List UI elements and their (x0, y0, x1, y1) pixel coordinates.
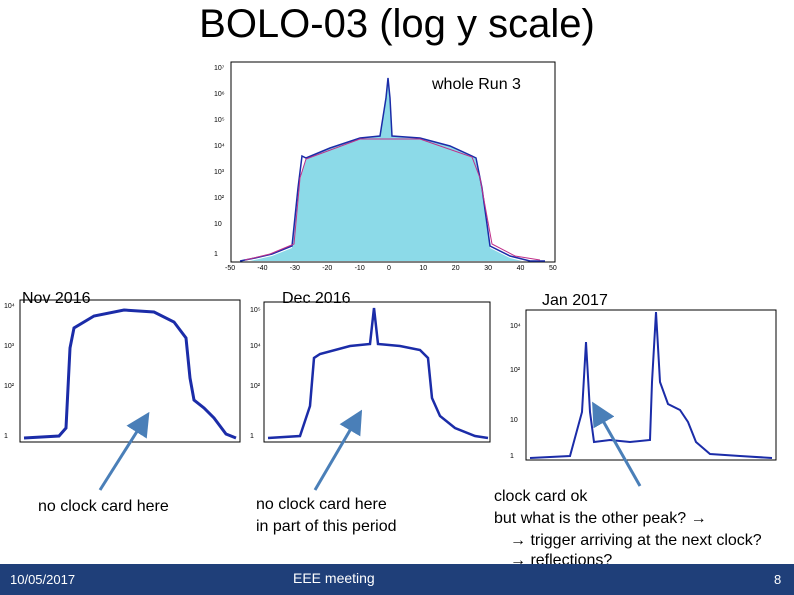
jan-arrow (592, 401, 642, 487)
run3-line (239, 77, 545, 262)
svg-text:10⁴: 10⁴ (4, 303, 15, 310)
run3-fit (244, 138, 541, 261)
run3-x-tick: 20 (452, 265, 460, 272)
plot-run3: 10⁷ 10⁶ 10⁵ 10⁴ 10³ 10² 10 1 -50 -40 -30 -2… (210, 58, 560, 278)
dec-label: Dec 2016 (282, 290, 351, 307)
svg-text:10³: 10³ (4, 343, 15, 350)
svg-text:1: 1 (4, 433, 8, 440)
dec-note-line1: no clock card here (256, 496, 387, 513)
run3-histogram: 10⁷ 10⁶ 10⁵ 10⁴ 10³ 10² 10 1 -50 -40 -30 -2… (214, 61, 557, 272)
svg-text:1: 1 (250, 433, 254, 440)
svg-text:10: 10 (510, 417, 518, 424)
run3-x-tick: -50 (225, 265, 235, 272)
run3-x-tick: 0 (387, 265, 391, 272)
dec-arrow (313, 409, 363, 491)
nov-label: Nov 2016 (22, 290, 91, 307)
svg-text:10⁴: 10⁴ (214, 143, 225, 150)
nov-note: no clock card here (38, 498, 169, 515)
svg-text:10⁷: 10⁷ (214, 65, 225, 72)
footer-date: 10/05/2017 (10, 572, 76, 587)
run3-x-tick: -20 (322, 265, 332, 272)
svg-text:10²: 10² (250, 383, 261, 390)
slide-title: BOLO-03 (log y scale) (199, 2, 595, 46)
run3-y-ticks: 10⁷ 10⁶ 10⁵ 10⁴ 10³ 10² 10 1 (214, 65, 225, 258)
jan-note-line1: clock card ok (494, 488, 588, 505)
svg-text:10⁴: 10⁴ (250, 343, 261, 350)
svg-text:10²: 10² (214, 195, 225, 202)
jan-note-line3: → trigger arriving at the next clock? (510, 532, 762, 549)
svg-text:1: 1 (510, 453, 514, 460)
dec-histogram: 10⁵ 10⁴ 10² 1 (250, 301, 491, 443)
plot-dec-2016: 10⁵ 10⁴ 10² 1 Dec 2016 (250, 288, 495, 458)
run3-fill (250, 78, 522, 261)
footer-bar (0, 564, 794, 595)
run3-x-tick: -30 (290, 265, 300, 272)
footer-meeting: EEE meeting (293, 570, 375, 586)
run3-x-tick: 50 (549, 265, 557, 272)
run3-x-tick: 10 (419, 265, 427, 272)
run3-x-tick: 40 (517, 265, 525, 272)
svg-text:10⁴: 10⁴ (510, 323, 521, 330)
run3-x-ticks: -50 -40 -30 -20 -10 0 10 20 30 40 50 (225, 265, 557, 272)
svg-text:10³: 10³ (214, 169, 225, 176)
jan-label: Jan 2017 (542, 292, 608, 309)
svg-text:1: 1 (214, 251, 218, 258)
dec-note-line2: in part of this period (256, 518, 397, 535)
svg-text:10²: 10² (510, 367, 521, 374)
run3-x-tick: -10 (355, 265, 365, 272)
svg-text:10⁵: 10⁵ (214, 117, 225, 124)
run3-x-tick: 30 (484, 265, 492, 272)
plot-jan-2017: 10⁴ 10² 10 1 Jan 2017 (510, 292, 780, 476)
footer-page-number: 8 (774, 572, 782, 587)
run3-label: whole Run 3 (432, 76, 521, 93)
jan-note-line2: but what is the other peak? → (494, 510, 707, 527)
jan-histogram: 10⁴ 10² 10 1 (510, 309, 777, 461)
nov-arrow (98, 411, 150, 491)
svg-text:10: 10 (214, 221, 222, 228)
svg-text:10⁵: 10⁵ (250, 307, 261, 314)
svg-text:10²: 10² (4, 383, 15, 390)
run3-x-tick: -40 (257, 265, 267, 272)
svg-text:10⁶: 10⁶ (214, 91, 225, 98)
